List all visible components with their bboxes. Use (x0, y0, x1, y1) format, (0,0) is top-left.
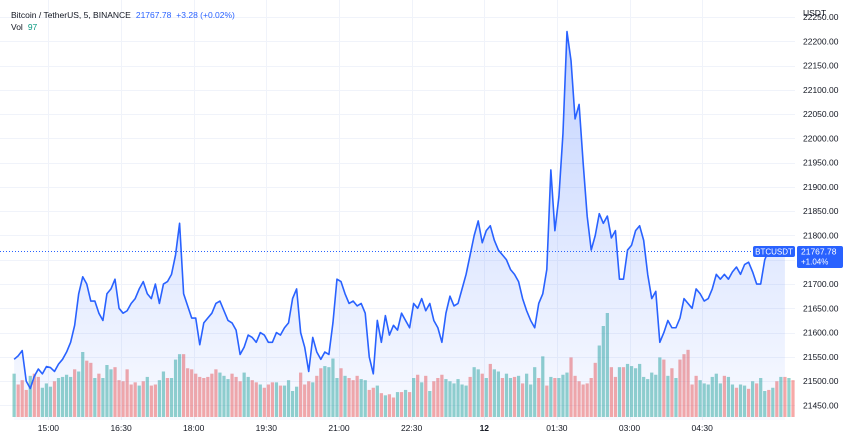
price-tick-label: 21850.00 (803, 206, 839, 216)
legend-change: +3.28 (+0.02%) (176, 10, 235, 20)
price-axis[interactable]: USDT 21450.00 21500.00 21550.00 21600.00 2165… (803, 8, 839, 410)
price-tick-label: 21950.00 (803, 158, 839, 168)
price-area (13, 30, 786, 420)
volume-bar (787, 378, 791, 417)
price-tick-label: 21900.00 (803, 182, 839, 192)
time-tick-label: 19:30 (256, 423, 278, 433)
legend-volume-value: 97 (27, 22, 38, 32)
time-tick-label: 01:30 (546, 423, 568, 433)
price-tick-label: 22000.00 (803, 133, 839, 143)
price-badge-value: 21767.78 (801, 247, 837, 257)
time-tick-label: 04:30 (692, 423, 714, 433)
price-tick-label: 21650.00 (803, 303, 839, 313)
time-tick-label: 16:30 (110, 423, 132, 433)
time-tick-label: 18:00 (183, 423, 205, 433)
legend-volume-row[interactable]: Vol 97 (11, 22, 37, 32)
price-area-fill (14, 31, 785, 420)
volume-bar (816, 415, 819, 417)
price-tick-label: 22200.00 (803, 36, 839, 46)
time-tick-label: 15:00 (38, 423, 60, 433)
price-tick-label: 21600.00 (803, 328, 839, 338)
price-tick-label: 22250.00 (803, 12, 839, 22)
time-tick-label: 21:00 (328, 423, 350, 433)
price-tick-label: 21450.00 (803, 400, 839, 410)
legend-last-price: 21767.78 (135, 10, 172, 20)
time-tick-label: 22:30 (401, 423, 423, 433)
price-tick-label: 21800.00 (803, 231, 839, 241)
price-badge-change: +1.04% (801, 258, 828, 267)
price-badge-bg (797, 246, 843, 268)
price-line (13, 30, 786, 390)
legend-symbol[interactable]: Bitcoin / TetherUS, 5, BINANCE (11, 10, 131, 20)
volume-bar (783, 376, 787, 417)
legend-volume-label[interactable]: Vol (11, 22, 23, 32)
price-tick-label: 21550.00 (803, 352, 839, 362)
price-tick-label: 22050.00 (803, 109, 839, 119)
last-price-badge: BTCUSDT 21767.78+1.04% (753, 246, 843, 268)
price-tick-label: 22150.00 (803, 61, 839, 71)
symbol-badge-label: BTCUSDT (755, 248, 793, 257)
price-tick-label: 22100.00 (803, 85, 839, 95)
volume-bar (791, 380, 795, 417)
volume-bar (795, 383, 798, 417)
price-axis-unit: USDT (803, 8, 826, 18)
time-tick-label: 03:00 (619, 423, 641, 433)
time-tick-label: 12 (480, 423, 490, 433)
symbol-badge-bg (753, 246, 795, 257)
price-tick-label: 21500.00 (803, 376, 839, 386)
time-axis[interactable]: 15:00 16:30 18:00 19:30 21:00 22:30 12 01:30 03:… (38, 423, 713, 433)
legend-symbol-row[interactable]: Bitcoin / TetherUS, 5, BINANCE 21767.78 +3… (11, 10, 235, 20)
price-tick-label: 21700.00 (803, 279, 839, 289)
